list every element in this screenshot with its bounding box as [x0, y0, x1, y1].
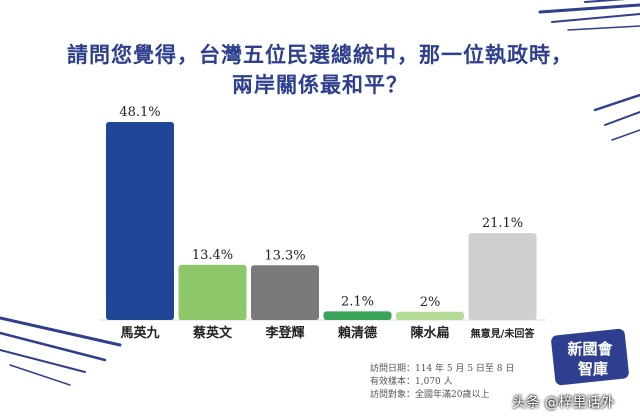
category-label-1: 馬英九 — [120, 325, 159, 341]
bar-1 — [106, 122, 174, 320]
survey-date: 訪問日期：114 年 5 月 5 日至 8 日 — [370, 364, 515, 374]
category-label-6: 無意見/未回答 — [471, 327, 536, 340]
value-label-5: 2% — [420, 295, 441, 310]
chart-title: 請問您覺得，台灣五位民選總統中，那一位執政時， 兩岸關係最和平？ — [0, 40, 640, 100]
category-label-4: 賴清德 — [338, 325, 377, 341]
title-line-2: 兩岸關係最和平？ — [232, 73, 408, 97]
brand-line-1: 新國會 — [567, 340, 613, 358]
title-line-1: 請問您覺得，台灣五位民選總統中，那一位執政時， — [67, 43, 573, 67]
category-label-5: 陳水扁 — [410, 325, 449, 341]
bar-4 — [323, 311, 392, 320]
survey-sample: 有效樣本：1,070 人 — [370, 377, 453, 387]
watermark: 头条 @梓里话外 — [512, 395, 615, 411]
brand-line-2: 智庫 — [578, 360, 608, 378]
value-label-6: 21.1% — [482, 216, 523, 231]
survey-target: 訪問對象：全國年滿20歲以上 — [370, 390, 490, 400]
bar-6 — [468, 233, 537, 320]
category-label-2: 蔡英文 — [192, 325, 233, 341]
value-label-4: 2.1% — [341, 294, 374, 309]
value-label-3: 13.3% — [264, 248, 305, 263]
bar-5 — [396, 311, 464, 320]
bar-2 — [178, 264, 247, 320]
bar-3 — [251, 265, 319, 320]
survey-footer: 訪問日期：114 年 5 月 5 日至 8 日 有效樣本：1,070 人 訪問對… — [370, 363, 514, 402]
brand-logo: 新國會 智庫 — [551, 328, 629, 386]
category-label-3: 李登輝 — [264, 325, 304, 341]
value-label-1: 48.1% — [119, 105, 160, 120]
value-label-2: 13.4% — [192, 248, 233, 263]
